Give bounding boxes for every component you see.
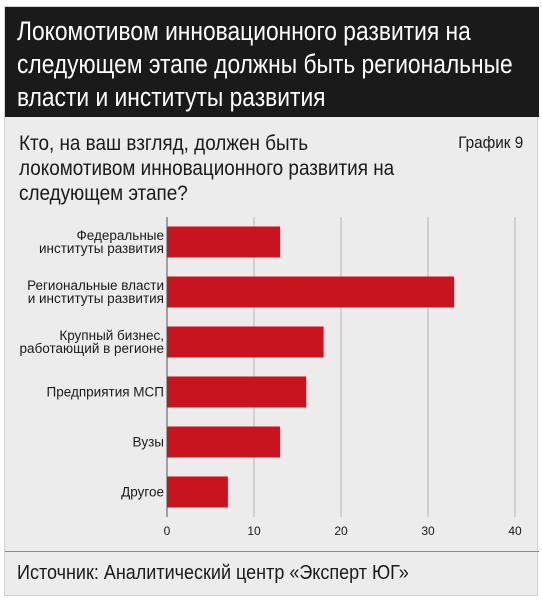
bar xyxy=(167,226,281,258)
x-tick-label: 20 xyxy=(334,524,348,538)
category-label: Крупный бизнес, работающий в регионе xyxy=(20,328,164,356)
category-label: Федеральные институты развития xyxy=(39,228,164,256)
x-tick-label: 10 xyxy=(247,524,261,538)
bar xyxy=(167,276,455,308)
bar-chart: 0 10 20 30 40 Федеральные институты развития Ре… xyxy=(20,217,522,538)
source-note: Источник: Аналитический центр «Эксперт Ю… xyxy=(17,562,409,584)
bar xyxy=(167,476,228,508)
infographic-frame: Локомотивом инновационного развития на с… xyxy=(4,6,539,597)
category-label: Другое xyxy=(121,485,164,500)
bar xyxy=(167,326,324,358)
category-label: Вузы xyxy=(133,435,165,450)
header-banner: Локомотивом инновационного развития на с… xyxy=(5,7,539,117)
headline: Локомотивом инновационного развития на с… xyxy=(17,16,513,112)
x-tick-label: 40 xyxy=(508,524,522,538)
bar xyxy=(167,426,281,458)
footer: Источник: Аналитический центр «Эксперт Ю… xyxy=(5,551,539,597)
x-tick-label: 30 xyxy=(421,524,435,538)
chart-number: График 9 xyxy=(457,133,523,152)
category-label: Региональные власти и институты развития xyxy=(27,278,164,306)
chart-question: Кто, на ваш взгляд, должен быть локомоти… xyxy=(19,132,395,205)
bar xyxy=(167,376,307,408)
x-tick-label: 0 xyxy=(164,524,171,538)
category-label: Предприятия МСП xyxy=(47,385,164,400)
